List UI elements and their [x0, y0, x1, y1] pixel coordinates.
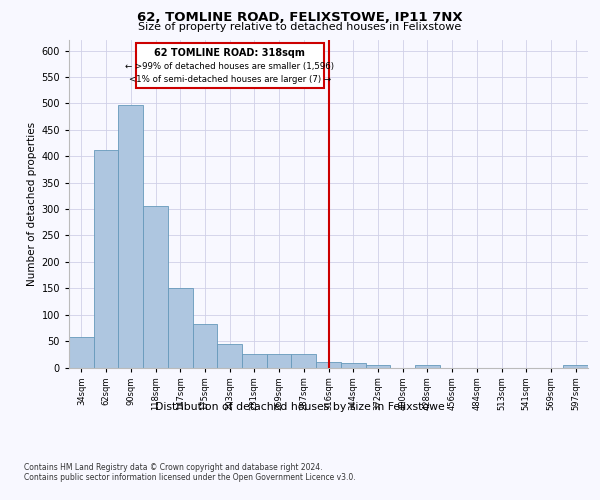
Bar [217, 344, 242, 367]
Bar [292, 354, 316, 368]
Text: 62, TOMLINE ROAD, FELIXSTOWE, IP11 7NX: 62, TOMLINE ROAD, FELIXSTOWE, IP11 7NX [137, 11, 463, 24]
Bar [94, 150, 118, 368]
Bar [136, 42, 323, 88]
Y-axis label: Number of detached properties: Number of detached properties [27, 122, 37, 286]
Text: <1% of semi-detached houses are larger (7) →: <1% of semi-detached houses are larger (… [128, 75, 331, 84]
Bar [365, 366, 390, 368]
Bar [341, 364, 365, 368]
Bar [415, 365, 440, 368]
Bar [168, 288, 193, 368]
Text: Contains public sector information licensed under the Open Government Licence v3: Contains public sector information licen… [24, 472, 356, 482]
Bar [143, 206, 168, 368]
Text: Distribution of detached houses by size in Felixstowe: Distribution of detached houses by size … [155, 402, 445, 412]
Bar [563, 365, 588, 368]
Text: ← >99% of detached houses are smaller (1,596): ← >99% of detached houses are smaller (1… [125, 62, 334, 72]
Text: 62 TOMLINE ROAD: 318sqm: 62 TOMLINE ROAD: 318sqm [154, 48, 305, 58]
Bar [242, 354, 267, 368]
Bar [193, 324, 217, 368]
Bar [69, 337, 94, 368]
Text: Contains HM Land Registry data © Crown copyright and database right 2024.: Contains HM Land Registry data © Crown c… [24, 462, 323, 471]
Bar [118, 105, 143, 368]
Bar [267, 354, 292, 368]
Text: Size of property relative to detached houses in Felixstowe: Size of property relative to detached ho… [139, 22, 461, 32]
Bar [316, 362, 341, 368]
